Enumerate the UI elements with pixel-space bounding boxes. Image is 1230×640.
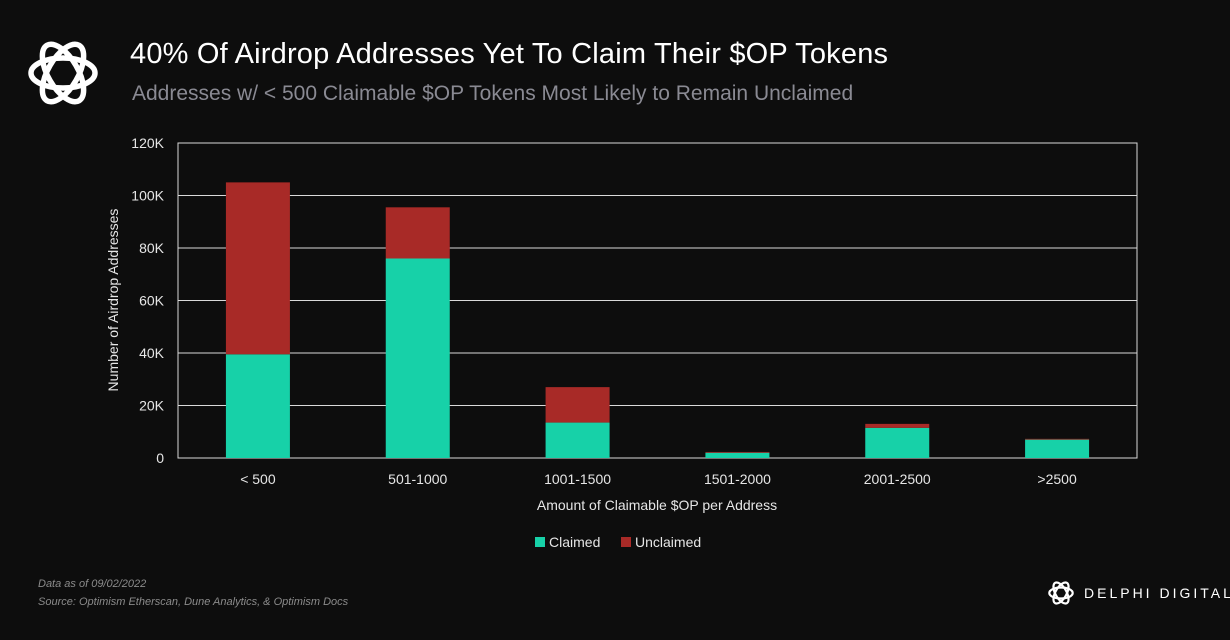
chart-subtitle: Addresses w/ < 500 Claimable $OP Tokens … [132, 82, 854, 105]
y-tick-label: 20K [139, 398, 165, 414]
bar-unclaimed [1025, 438, 1090, 440]
x-tick-label: 1501-2000 [704, 471, 771, 487]
bar-unclaimed [865, 423, 930, 428]
legend-swatch-claimed [535, 537, 545, 547]
delphi-logo-icon [28, 41, 98, 105]
delphi-small-logo-icon [1048, 581, 1074, 605]
x-axis-title: Amount of Claimable $OP per Address [537, 497, 777, 513]
bar-claimed [1025, 439, 1090, 458]
x-tick-label: 1001-1500 [544, 471, 611, 487]
y-tick-label: 60K [139, 293, 165, 309]
y-tick-label: 80K [139, 240, 165, 256]
x-tick-label: 2001-2500 [864, 471, 931, 487]
bar-claimed [225, 354, 290, 458]
bar-unclaimed [225, 182, 290, 355]
bar-claimed [865, 427, 930, 458]
source-note: Source: Optimism Etherscan, Dune Analyti… [38, 596, 349, 608]
y-axis-title: Number of Airdrop Addresses [105, 209, 121, 392]
bar-unclaimed [385, 207, 450, 259]
chart-title: 40% Of Airdrop Addresses Yet To Claim Th… [130, 38, 889, 70]
bar-claimed [705, 452, 770, 458]
bar-unclaimed [705, 451, 770, 453]
x-tick-label: >2500 [1037, 471, 1077, 487]
x-tick-label: < 500 [240, 471, 276, 487]
y-tick-label: 0 [156, 450, 164, 466]
brand-name: DELPHI DIGITAL [1084, 585, 1230, 601]
x-tick-label: 501-1000 [388, 471, 447, 487]
y-tick-label: 40K [139, 345, 165, 361]
y-tick-label: 100K [131, 188, 164, 204]
bar-claimed [385, 258, 450, 458]
legend-swatch-unclaimed [621, 537, 631, 547]
brand-footer: DELPHI DIGITAL [1046, 578, 1230, 608]
data-date-note: Data as of 09/02/2022 [38, 578, 147, 590]
legend-label-unclaimed: Unclaimed [635, 534, 701, 550]
bar-unclaimed [545, 387, 610, 423]
y-tick-label: 120K [131, 135, 164, 151]
legend-label-claimed: Claimed [549, 534, 600, 550]
bar-claimed [545, 422, 610, 458]
